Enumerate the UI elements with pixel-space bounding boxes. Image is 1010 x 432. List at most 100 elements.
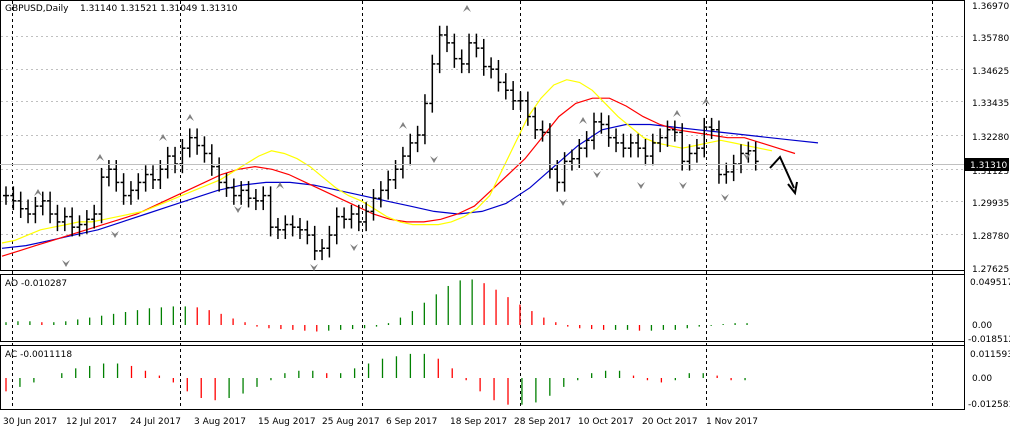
price-bar (179, 138, 186, 174)
forecast-arrow-path (769, 155, 795, 189)
price-tick: 1.27625 (972, 265, 1009, 275)
price-bar (319, 239, 326, 261)
price-tick: 1.28780 (972, 232, 1009, 242)
price-bar (568, 149, 575, 171)
time-tick: 28 Sep 2017 (514, 417, 571, 427)
ao-tick: -0.018512 (968, 335, 1010, 345)
price-bar (473, 33, 480, 58)
price-bar (76, 215, 83, 237)
price-bar (613, 128, 620, 153)
price-bar (186, 128, 193, 158)
price-bar (164, 146, 171, 179)
fractal-down (111, 231, 119, 238)
fractal-down (593, 171, 601, 178)
fractal-down (430, 156, 438, 163)
current-price-box (965, 158, 1009, 171)
price-bar (370, 189, 377, 221)
price-bar (539, 120, 546, 142)
price-bar (627, 133, 634, 158)
ao-panel-frame (0, 274, 965, 342)
fractal-down (721, 194, 729, 201)
price-bar (201, 136, 208, 163)
time-tick: 1 Nov 2017 (706, 417, 758, 427)
price-bar (752, 141, 759, 171)
price-bar (17, 191, 24, 218)
price-bar (230, 178, 237, 205)
fractal-up (276, 182, 284, 189)
price-bar (54, 204, 61, 232)
price-bar (583, 131, 590, 158)
forecast-arrowhead (787, 181, 798, 196)
price-bar (664, 120, 671, 147)
price-bar (635, 133, 642, 158)
price-bar (348, 204, 355, 229)
price-bar (407, 133, 414, 166)
fractal-down (679, 182, 687, 189)
fractal-up (673, 110, 681, 117)
price-bar (385, 170, 392, 200)
price-bar (429, 54, 436, 113)
ac-tick: 0.011593 (970, 350, 1010, 360)
price-bar (686, 144, 693, 171)
price-bar (120, 173, 127, 205)
fractal-up (579, 117, 587, 124)
price-bar (304, 220, 311, 245)
ohlc-readout: 1.31140 1.31521 1.31049 1.31310 (80, 4, 238, 14)
price-bar (208, 144, 215, 176)
price-bar (10, 186, 17, 211)
time-tick: 18 Sep 2017 (450, 417, 507, 427)
price-bar (598, 112, 605, 134)
fractal-down (637, 182, 645, 189)
price-bar (326, 225, 333, 258)
time-tick: 10 Oct 2017 (578, 417, 634, 427)
ac-panel-frame (0, 345, 965, 410)
price-bar (679, 123, 686, 171)
ma-fast-line (1, 79, 773, 244)
price-bar (25, 199, 32, 224)
price-bar (289, 215, 296, 237)
fractal-up (186, 114, 194, 121)
price-bar (399, 146, 406, 179)
price-bar (274, 217, 281, 240)
time-tick: 12 Jul 2017 (66, 417, 117, 427)
time-tick: 25 Aug 2017 (322, 417, 380, 427)
price-tick: 1.31125 (972, 167, 1009, 177)
price-bar (576, 138, 583, 168)
price-bar (113, 160, 120, 192)
price-bar (671, 120, 678, 142)
price-bar (194, 128, 201, 155)
price-bar (135, 173, 142, 200)
fractal-down (350, 244, 358, 251)
price-bar (554, 160, 561, 192)
price-bar (39, 191, 46, 216)
fractal-up (399, 122, 407, 129)
price-bar (510, 81, 517, 111)
price-bar (311, 225, 318, 261)
price-tick: 1.35780 (972, 34, 1009, 44)
price-bar (444, 25, 450, 53)
price-bar (333, 207, 340, 245)
price-bar (98, 167, 105, 224)
price-bars (3, 25, 759, 261)
time-tick: 20 Oct 2017 (642, 417, 698, 427)
time-tick: 24 Jul 2017 (130, 417, 181, 427)
price-bar (252, 189, 259, 211)
price-bar (238, 181, 245, 205)
price-bar (524, 91, 531, 126)
price-bar (723, 162, 730, 184)
ao-tick: 0.049517 (970, 278, 1010, 288)
symbol-title: GBPUSD,Daily (5, 4, 69, 14)
forecast-arrow (769, 155, 798, 196)
ac-tick: 0.00 (972, 374, 992, 384)
price-bar (532, 107, 539, 139)
price-bar (150, 165, 156, 190)
time-tick: 15 Aug 2017 (258, 417, 316, 427)
price-bar (730, 154, 737, 182)
price-bar (605, 115, 612, 147)
price-bar (458, 49, 465, 74)
fractal-down (62, 260, 70, 267)
price-bar (245, 181, 252, 208)
price-bar (745, 141, 752, 163)
price-bar (715, 120, 722, 184)
price-bar (172, 146, 179, 174)
